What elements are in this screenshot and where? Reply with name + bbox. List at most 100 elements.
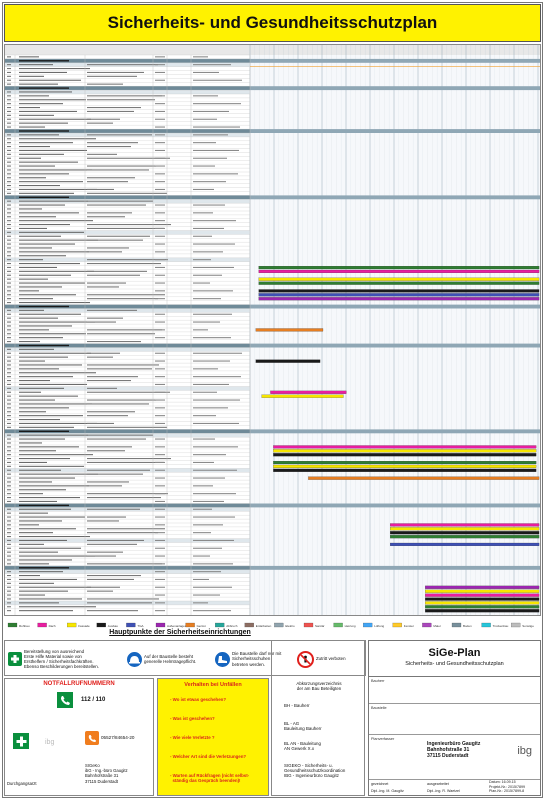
gantt-schedule-bar [390, 531, 540, 535]
gantt-row-text [19, 575, 40, 577]
gantt-row-text [19, 598, 82, 600]
legend-swatch [274, 622, 284, 628]
gantt-row-text [19, 185, 60, 187]
gantt-row-text [87, 391, 170, 393]
gantt-row-text [19, 313, 81, 315]
gantt-row-text [19, 165, 55, 167]
gantt-row-number [7, 415, 11, 417]
gantt-row-text [193, 563, 233, 565]
gantt-row-number [7, 590, 11, 592]
gantt-row-text [87, 508, 140, 510]
gantt-row-text [87, 200, 153, 202]
company-logo: ibg [517, 745, 532, 757]
gantt-subsection-row [5, 230, 250, 235]
gantt-row-text [87, 294, 165, 296]
gantt-row-text [19, 360, 45, 362]
gantt-row-text [19, 532, 53, 534]
gantt-row-text [193, 188, 214, 190]
gantt-row-text [19, 325, 72, 327]
gantt-row-text [87, 309, 137, 311]
gantt-row-text [87, 216, 125, 218]
gantt-svg [5, 45, 540, 615]
gantt-row-text [19, 391, 41, 393]
legend-swatch [37, 622, 47, 628]
legend-swatch [481, 622, 491, 628]
gantt-row-text [193, 157, 227, 159]
gantt-row-number [7, 426, 11, 428]
gantt-schedule-bar [270, 390, 347, 394]
gantt-row-number [7, 220, 11, 222]
gantt-row-text [19, 227, 47, 229]
sign-first-aid-text: Bereitstellung von ausreichend Erste Hilf… [24, 648, 99, 670]
gantt-row-text [19, 450, 56, 452]
gantt-row-text [19, 348, 54, 350]
gantt-row-number [7, 169, 11, 171]
gantt-row-number [7, 231, 11, 233]
gantt-row-text [155, 539, 165, 541]
plan-title-bar: Sicherheits- und Gesundheitsschutzplan [4, 4, 541, 42]
gantt-row-number [7, 255, 11, 257]
gantt-row-text [155, 134, 165, 136]
gantt-row-text [87, 64, 158, 66]
gantt-row-text [193, 142, 216, 144]
gantt-row-number [7, 341, 11, 343]
gantt-row-text [19, 395, 78, 397]
planner-address: Ingenieurbüro Gaugitz Bahnhofstraße 31 3… [427, 741, 481, 759]
gantt-row-text [155, 64, 165, 66]
gantt-row-number [7, 469, 11, 471]
gantt-row-text [19, 188, 97, 190]
gantt-row-text [193, 547, 222, 549]
gantt-schedule-bar [425, 589, 540, 593]
gantt-schedule-bar [425, 585, 540, 589]
gantt-row-number [7, 360, 11, 362]
gantt-row-text [155, 508, 165, 510]
gantt-row-number [7, 325, 11, 327]
gantt-row-text [87, 239, 143, 241]
gantt-row-text [19, 485, 89, 487]
gantt-row-text [19, 337, 63, 339]
gantt-row-text [193, 204, 225, 206]
gantt-row-number [7, 368, 11, 370]
legend-label: Boden [463, 624, 472, 628]
gantt-row-text [155, 71, 165, 73]
legend-swatch [363, 622, 373, 628]
gantt-row-text [87, 71, 144, 73]
gantt-section-text [19, 130, 69, 132]
gantt-row-number [7, 294, 11, 296]
gantt-row-text [193, 508, 212, 510]
gantt-row-text [155, 181, 165, 183]
gantt-row-number [7, 83, 11, 85]
accident-step: ständig das Gespräch beenden)! [170, 778, 241, 783]
sign-no-entry-text: Zutritt verboten [316, 656, 346, 662]
gantt-row-number [7, 161, 11, 163]
gantt-row-text [193, 399, 240, 401]
gantt-row-text [87, 298, 158, 300]
title-block-row-bauherr: Bauherr [369, 677, 540, 704]
gantt-row-text [19, 177, 46, 179]
gantt-row-text [87, 575, 141, 577]
gantt-row-number [7, 606, 11, 608]
gantt-row-text [19, 110, 77, 112]
gantt-row-text [193, 79, 242, 81]
gantt-row-text [19, 582, 54, 584]
gantt-schedule-bar [258, 293, 540, 297]
gantt-row-number [7, 356, 11, 358]
legend-swatch [126, 622, 136, 628]
gantt-row-number [7, 442, 11, 444]
gantt-row-text [193, 376, 241, 378]
gantt-row-text [19, 173, 69, 175]
gantt-row-number [7, 79, 11, 81]
no-entry-icon [297, 650, 314, 668]
gantt-row-text [19, 321, 95, 323]
gantt-row-text [19, 266, 57, 268]
gantt-row-text [155, 337, 165, 339]
gantt-section-label-bg [5, 58, 250, 63]
gantt-row-text [19, 376, 73, 378]
gantt-row-number [7, 575, 11, 577]
safety-shoe-icon [215, 651, 230, 667]
gantt-row-number [7, 56, 11, 58]
abbreviation-item: BH - Bauherr [284, 703, 310, 708]
gantt-row-text [19, 555, 95, 557]
gantt-row-text [19, 469, 61, 471]
gantt-row-text [87, 224, 171, 226]
